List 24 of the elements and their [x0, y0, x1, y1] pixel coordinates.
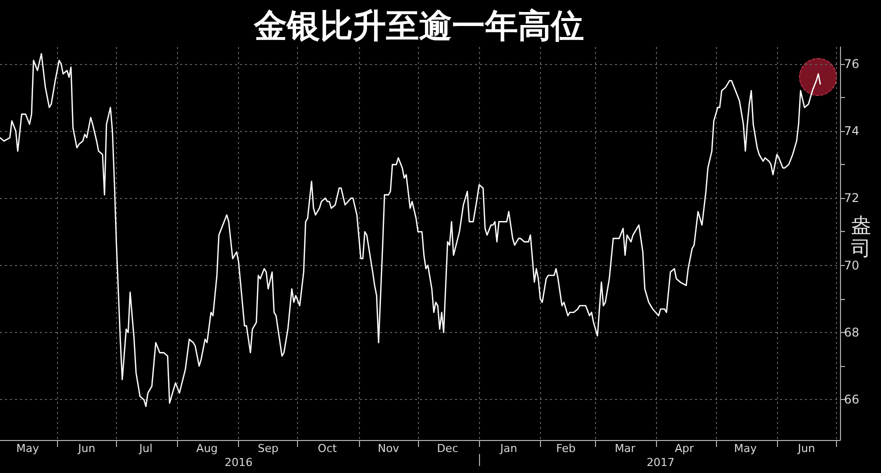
- y-tick-label: 74: [844, 124, 860, 138]
- x-tick-label: Nov: [378, 442, 400, 455]
- x-tick-label: Sep: [258, 442, 279, 455]
- x2-tick-label: 2016: [224, 456, 253, 469]
- x-tick-label: Jun: [77, 442, 96, 455]
- x-tick-label: Feb: [556, 442, 576, 455]
- x-tick-label: May: [734, 442, 758, 455]
- x-tick-label: Jan: [499, 442, 518, 455]
- y-tick-label: 76: [844, 56, 860, 71]
- x-tick-label: Aug: [196, 442, 218, 455]
- y-tick-label: 68: [844, 326, 860, 340]
- x-tick-label: Dec: [436, 442, 458, 455]
- y-axis-title: 盎司: [851, 213, 871, 260]
- x-tick-label: May: [16, 442, 40, 455]
- x-tick-label: Jul: [138, 442, 153, 455]
- y-tick-label: 66: [844, 392, 860, 407]
- x-tick-label: Apr: [674, 442, 694, 455]
- x-tick-label: Mar: [614, 442, 636, 455]
- y-tick-label: 72: [844, 191, 860, 206]
- y-tick-label: 70: [844, 258, 860, 272]
- chart-title: 金银比升至逾一年高位: [253, 6, 584, 45]
- x2-tick-label: 2017: [646, 456, 675, 469]
- x-tick-label: Jun: [796, 442, 816, 455]
- x-tick-label: Oct: [318, 442, 338, 455]
